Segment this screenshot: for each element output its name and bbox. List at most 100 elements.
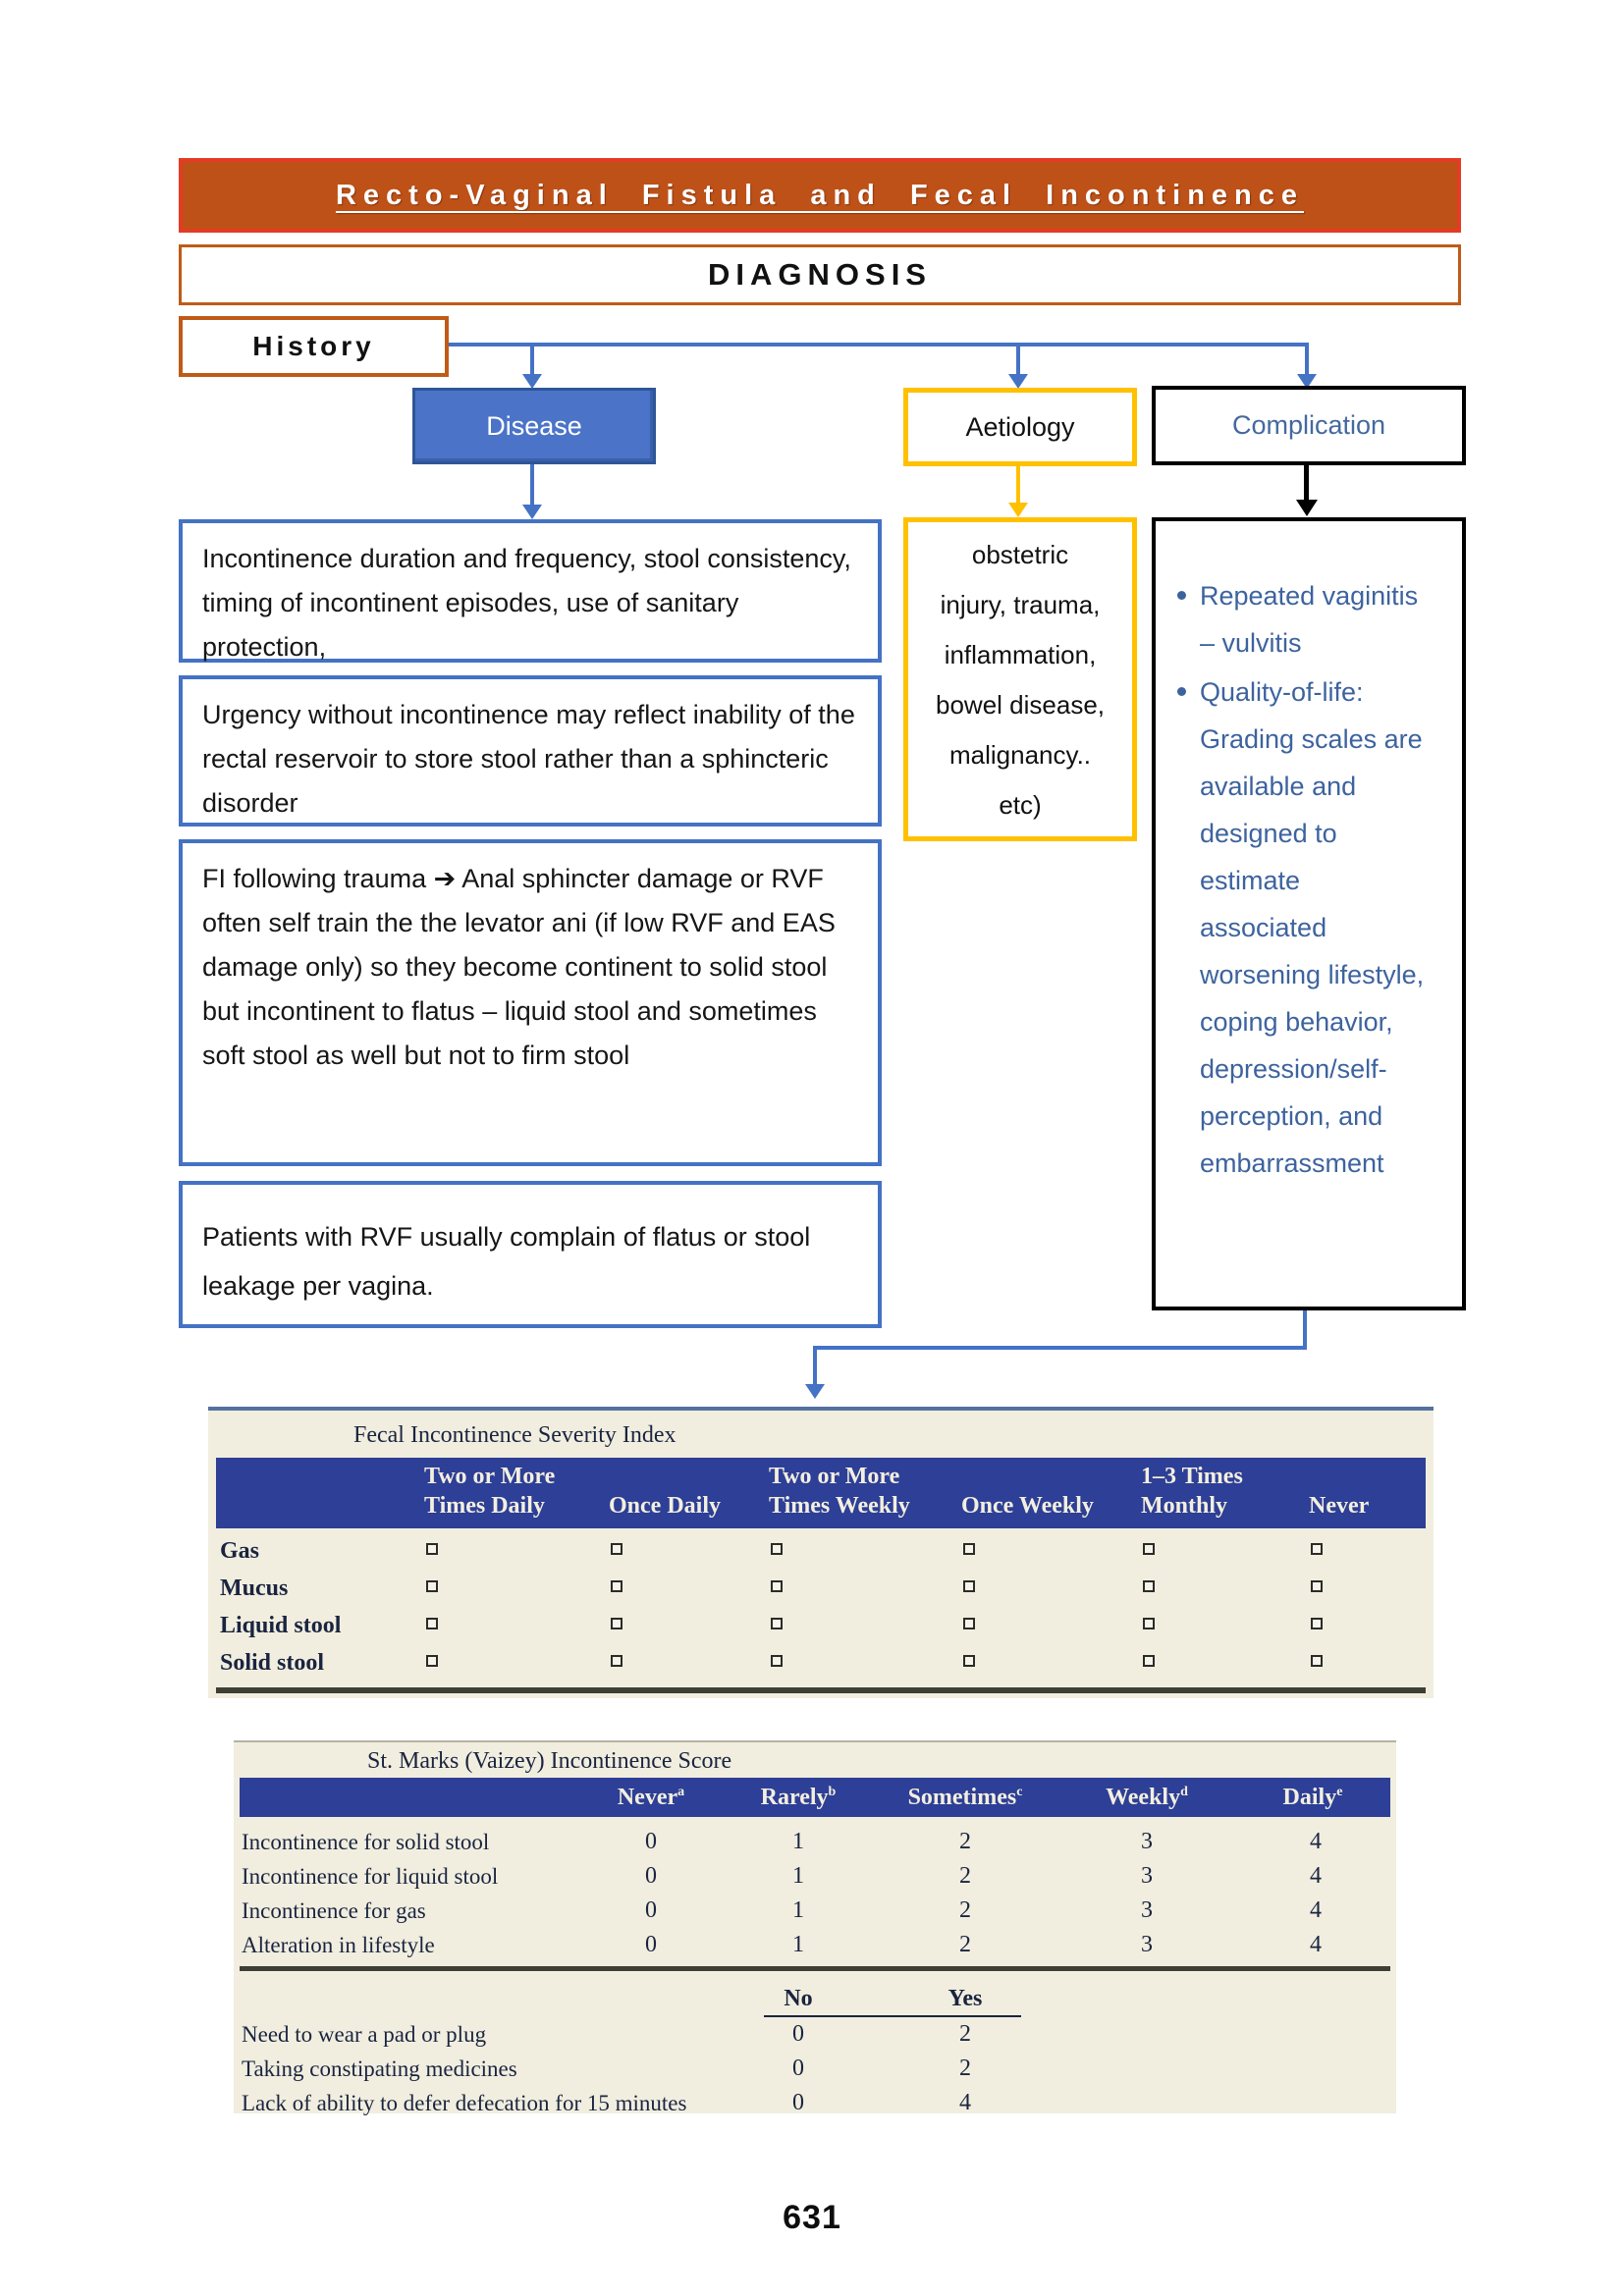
checkbox-square-icon: [611, 1543, 623, 1555]
complication-drop-line: [1305, 347, 1309, 375]
fisi-column-header: Never: [1309, 1493, 1370, 1519]
page-title: Recto-Vaginal Fistula and Fecal Incontin…: [335, 179, 1305, 211]
diagnosis-heading-box: DIAGNOSIS: [179, 244, 1461, 305]
vaizey-score-cell: 4: [1310, 1932, 1322, 1957]
note-paragraph: Patients with RVF usually complain of fl…: [202, 1222, 811, 1301]
checkbox-square-icon: [426, 1580, 438, 1592]
fisi-column-header: 1–3 Times Monthly: [1141, 1464, 1243, 1519]
vaizey-yes-cell: 4: [959, 2090, 971, 2115]
detail-line: bowel disease,: [936, 690, 1105, 720]
page-number: 631: [783, 2199, 841, 2236]
vaizey-score-cell: 3: [1141, 1863, 1153, 1889]
history-heading: History: [252, 331, 375, 361]
vaizey-score-cell: 3: [1141, 1829, 1153, 1854]
checkbox-square-icon: [1311, 1543, 1323, 1555]
checkbox-square-icon: [1143, 1580, 1155, 1592]
checkbox-square-icon: [1311, 1655, 1323, 1667]
arrow-down-icon: [522, 374, 542, 389]
aetiology-label: Aetiology: [965, 411, 1075, 442]
checkbox-square-icon: [963, 1618, 975, 1629]
detail-line: injury, trauma,: [940, 590, 1101, 619]
disease-node: Disease: [412, 388, 656, 464]
fisi-row-label: Mucus: [220, 1575, 289, 1601]
disease-detail-line: [530, 464, 534, 506]
bullet-item: Repeated vaginitis – vulvitis: [1173, 572, 1446, 667]
vaizey-column-header: Nevera: [617, 1784, 685, 1810]
vaizey-score-cell: 1: [792, 1863, 804, 1889]
yn-yes-header: Yes: [947, 1986, 983, 2011]
checkbox-square-icon: [771, 1580, 783, 1592]
vaizey-row-label: Incontinence for liquid stool: [242, 1863, 499, 1889]
disease-note-box-2: Urgency without incontinence may reflect…: [179, 675, 882, 827]
vaizey-score-cell: 1: [792, 1932, 804, 1957]
table-connector-line-v2: [813, 1346, 817, 1385]
vaizey-header-row: Nevera Rarelyb Sometimesc Weeklyd Dailye: [240, 1778, 1390, 1817]
vaizey-no-cell: 0: [792, 2090, 804, 2115]
aetiology-detail-line: [1016, 466, 1020, 504]
vaizey-score-cell: 2: [959, 1897, 971, 1923]
fisi-column-header: Two or More Times Daily: [424, 1464, 556, 1519]
history-branch-line: [449, 343, 1309, 347]
arrow-down-icon: [1296, 500, 1318, 516]
table-connector-line-h: [813, 1346, 1307, 1350]
vaizey-row-label: Taking constipating medicines: [242, 2056, 517, 2081]
aetiology-detail-box: obstetric injury, trauma, inflammation, bow…: [903, 517, 1137, 841]
vaizey-column-header: Dailye: [1282, 1784, 1343, 1810]
arrow-down-icon: [522, 505, 542, 519]
fisi-header-row: Two or More Times Daily Once Daily Two or M…: [216, 1458, 1426, 1528]
fisi-table-title: Fecal Incontinence Severity Index: [353, 1422, 677, 1448]
vaizey-yn-body: Need to wear a pad or plug 0 2 Taking const…: [234, 2017, 1396, 2120]
vaizey-divider-rule: [240, 1966, 1390, 1971]
checkbox-square-icon: [963, 1580, 975, 1592]
checkbox-square-icon: [1143, 1618, 1155, 1629]
detail-line: obstetric: [971, 540, 1069, 569]
vaizey-column-header: Rarelyb: [760, 1784, 837, 1810]
fisi-row: Gas: [216, 1532, 1426, 1570]
fisi-table-body: Gas Mucus Liquid stool Solid stool: [216, 1532, 1426, 1682]
disease-drop-line: [530, 347, 534, 375]
checkbox-square-icon: [771, 1655, 783, 1667]
disease-note-box-1: Incontinence duration and frequency, sto…: [179, 519, 882, 663]
vaizey-score-cell: 1: [792, 1897, 804, 1923]
fisi-row-label: Liquid stool: [220, 1612, 342, 1638]
vaizey-yn-header: No Yes: [234, 1986, 1396, 2012]
checkbox-square-icon: [771, 1618, 783, 1629]
aetiology-node: Aetiology: [903, 388, 1137, 466]
disease-note-box-4: Patients with RVF usually complain of fl…: [179, 1181, 882, 1328]
fisi-table-panel: Fecal Incontinence Severity Index Two or…: [208, 1407, 1434, 1698]
yn-no-header: No: [784, 1986, 813, 2011]
checkbox-square-icon: [611, 1618, 623, 1629]
vaizey-row: Alteration in lifestyle 0 1 2 3 4: [234, 1928, 1396, 1962]
checkbox-square-icon: [426, 1543, 438, 1555]
checkbox-square-icon: [963, 1543, 975, 1555]
history-heading-box: History: [179, 316, 449, 377]
vaizey-row: Incontinence for liquid stool 0 1 2 3 4: [234, 1859, 1396, 1894]
vaizey-row-label: Incontinence for gas: [242, 1897, 426, 1923]
vaizey-row-label: Alteration in lifestyle: [242, 1932, 435, 1957]
fisi-bottom-rule: [216, 1687, 1426, 1693]
vaizey-score-cell: 0: [645, 1897, 657, 1923]
vaizey-yes-cell: 2: [959, 2021, 971, 2047]
table-connector-line-v1: [1303, 1310, 1307, 1350]
complication-detail-line: [1304, 465, 1309, 501]
bullet-text: Repeated vaginitis – vulvitis: [1200, 581, 1419, 658]
vaizey-yn-row: Taking constipating medicines 0 2: [234, 2052, 1396, 2086]
detail-line: inflammation,: [944, 640, 1097, 669]
vaizey-score-cell: 4: [1310, 1863, 1322, 1889]
checkbox-square-icon: [611, 1655, 623, 1667]
vaizey-score-cell: 1: [792, 1829, 804, 1854]
note-paragraph: often self train the the levator ani (if…: [202, 908, 836, 1070]
fisi-row-label: Solid stool: [220, 1649, 325, 1676]
arrow-down-icon: [1008, 374, 1028, 389]
detail-line: malignancy..: [948, 740, 1092, 770]
arrow-down-icon: [805, 1384, 825, 1399]
vaizey-column-header: Sometimesc: [907, 1784, 1023, 1810]
vaizey-no-cell: 0: [792, 2056, 804, 2081]
bullet-text: Quality-of-life: Grading scales are avai…: [1200, 677, 1425, 1178]
note-paragraph: Incontinence duration and frequency, sto…: [202, 544, 851, 662]
checkbox-square-icon: [426, 1618, 438, 1629]
checkbox-square-icon: [1311, 1618, 1323, 1629]
vaizey-row-label: Lack of ability to defer defecation for …: [242, 2090, 687, 2115]
checkbox-square-icon: [771, 1543, 783, 1555]
